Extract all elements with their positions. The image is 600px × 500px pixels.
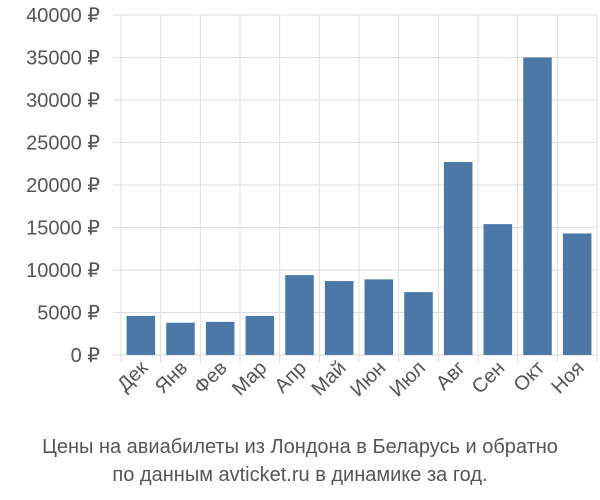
x-tick-label: Авг (432, 357, 470, 395)
bar (562, 233, 592, 355)
y-tick-label: 5000 ₽ (37, 303, 100, 325)
y-tick-label: 30000 ₽ (26, 90, 100, 112)
bar (205, 321, 235, 355)
bar (324, 281, 354, 355)
x-tick-label: Июл (386, 357, 430, 401)
x-tick-label: Фев (190, 357, 232, 399)
bar (404, 292, 433, 355)
bar (443, 162, 473, 355)
x-tick-label: Май (307, 357, 350, 400)
y-tick-label: 35000 ₽ (26, 48, 100, 70)
y-axis-ticks: 0 ₽ 5000 ₽ 10000 ₽ 15000 ₽ 20000 ₽ 25000 ₽ 300… (26, 5, 100, 367)
y-tick-label: 20000 ₽ (26, 175, 100, 197)
bar (166, 322, 195, 355)
bar (285, 275, 314, 355)
y-tick-label: 25000 ₽ (26, 133, 100, 155)
y-tick-label: 10000 ₽ (26, 260, 100, 282)
y-tick-label: 15000 ₽ (26, 218, 100, 240)
bar (245, 315, 275, 355)
y-tick-label: 40000 ₽ (26, 5, 100, 27)
chart-caption-line-2: по данным avticket.ru в динамике за год. (112, 464, 488, 486)
x-tick-label: Апр (271, 357, 312, 398)
x-tick-label: Окт (510, 357, 549, 396)
x-tick-label: Июн (346, 357, 390, 401)
x-tick-label: Мар (228, 357, 271, 400)
bar-chart: 0 ₽ 5000 ₽ 10000 ₽ 15000 ₽ 20000 ₽ 25000 ₽ 300… (26, 5, 598, 401)
bar (126, 315, 156, 355)
x-tick-label: Сен (468, 357, 509, 398)
bar (483, 224, 513, 355)
x-tick-label: Ноя (547, 357, 588, 398)
bar (364, 279, 394, 355)
x-tick-label: Янв (151, 357, 192, 398)
bars (126, 57, 592, 355)
grid-lines (113, 14, 598, 363)
x-tick-label: Дек (113, 357, 152, 396)
bar (523, 57, 552, 355)
chart-caption-line-1: Цены на авиабилеты из Лондона в Беларусь… (42, 436, 558, 458)
y-tick-label: 0 ₽ (71, 345, 101, 367)
